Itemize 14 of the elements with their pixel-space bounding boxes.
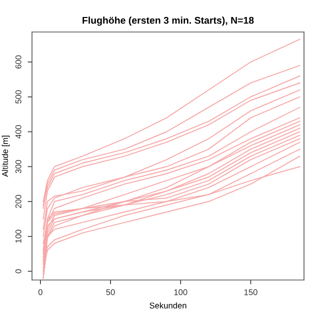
y-tick-label: 100 bbox=[15, 230, 22, 243]
y-tick-label: 200 bbox=[15, 194, 22, 208]
x-tick-label: 150 bbox=[244, 289, 258, 296]
x-axis-title: Sekunden bbox=[150, 302, 186, 308]
y-tick-label: 600 bbox=[15, 55, 22, 69]
y-tick-label: 400 bbox=[15, 125, 22, 139]
x-tick-label: 0 bbox=[38, 289, 42, 296]
y-tick-label: 300 bbox=[15, 160, 22, 174]
y-axis-title: Altitude [m] bbox=[2, 136, 10, 177]
y-tick-label: 500 bbox=[15, 90, 22, 104]
x-tick-label: 50 bbox=[106, 289, 115, 296]
chart-title: Flughöhe (ersten 3 min. Starts), N=18 bbox=[82, 16, 254, 26]
x-tick-label: 100 bbox=[174, 289, 188, 296]
y-tick-label: 0 bbox=[15, 269, 22, 274]
